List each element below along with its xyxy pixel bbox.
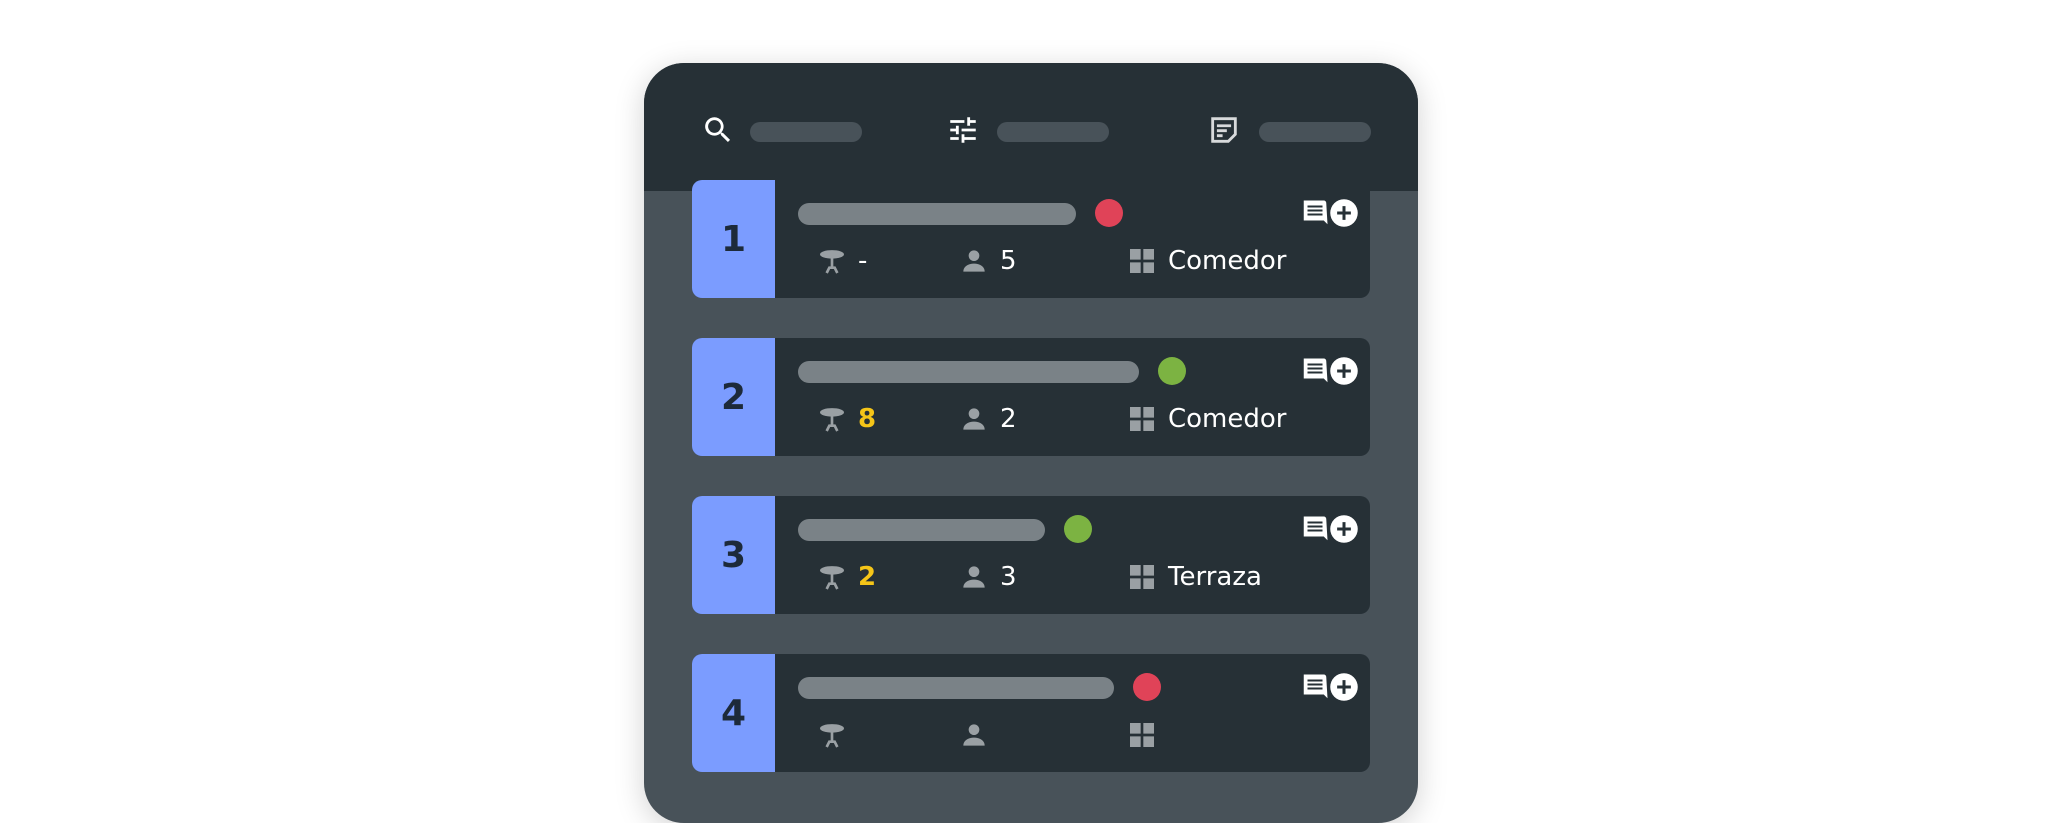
add-icon[interactable] xyxy=(1329,672,1359,702)
area-name: Terraza xyxy=(1168,562,1262,592)
table-number: - xyxy=(858,246,868,276)
person-icon xyxy=(963,566,985,588)
guests-info: 2 xyxy=(958,402,1017,436)
guests-info: 5 xyxy=(958,244,1017,278)
tune-icon[interactable] xyxy=(946,113,980,147)
guest-name-placeholder xyxy=(798,361,1139,383)
area-grid-icon xyxy=(1130,723,1154,747)
reservation-number: 4 xyxy=(692,654,775,772)
table-icon xyxy=(820,566,844,590)
search-placeholder[interactable] xyxy=(750,122,862,142)
area-info: Comedor xyxy=(1126,402,1287,436)
reservation-row[interactable]: 4 xyxy=(692,654,1370,772)
guest-count: 3 xyxy=(1000,562,1017,592)
area-grid-icon xyxy=(1130,249,1154,273)
area-info: Terraza xyxy=(1126,560,1262,594)
reservation-number: 3 xyxy=(692,496,775,614)
guests-info xyxy=(958,718,1000,752)
guest-count: 5 xyxy=(1000,246,1017,276)
comment-icon[interactable] xyxy=(1300,356,1330,386)
table-number: 2 xyxy=(858,562,877,592)
area-info: Comedor xyxy=(1126,244,1287,278)
reservation-number: 2 xyxy=(692,338,775,456)
add-icon[interactable] xyxy=(1329,514,1359,544)
reservation-number: 1 xyxy=(692,180,775,298)
status-dot xyxy=(1064,515,1092,543)
filter-placeholder[interactable] xyxy=(997,122,1109,142)
table-info: 2 xyxy=(816,560,876,594)
reservation-row[interactable]: 2 8 2 Comedor xyxy=(692,338,1370,456)
table-info: 8 xyxy=(816,402,876,436)
status-dot xyxy=(1158,357,1186,385)
area-name: Comedor xyxy=(1168,404,1287,434)
table-icon xyxy=(820,724,844,748)
table-icon xyxy=(820,408,844,432)
area-grid-icon xyxy=(1130,565,1154,589)
guest-count: 2 xyxy=(1000,404,1017,434)
person-icon xyxy=(963,724,985,746)
reservations-panel: 1 - 5 Comedor 2 8 2 xyxy=(644,63,1418,823)
reservation-row[interactable]: 1 - 5 Comedor xyxy=(692,180,1370,298)
person-icon xyxy=(963,408,985,430)
status-dot xyxy=(1095,199,1123,227)
area-name: Comedor xyxy=(1168,246,1287,276)
comment-icon[interactable] xyxy=(1300,514,1330,544)
table-number: 8 xyxy=(858,404,877,434)
person-icon xyxy=(963,250,985,272)
status-dot xyxy=(1133,673,1161,701)
notes-icon[interactable] xyxy=(1207,113,1241,147)
area-info xyxy=(1126,718,1168,752)
comment-icon[interactable] xyxy=(1300,672,1330,702)
search-icon[interactable] xyxy=(701,113,735,147)
add-icon[interactable] xyxy=(1329,356,1359,386)
guests-info: 3 xyxy=(958,560,1017,594)
area-grid-icon xyxy=(1130,407,1154,431)
guest-name-placeholder xyxy=(798,519,1045,541)
notes-placeholder[interactable] xyxy=(1259,122,1371,142)
add-icon[interactable] xyxy=(1329,198,1359,228)
table-info: - xyxy=(816,244,867,278)
reservation-row[interactable]: 3 2 3 Terraza xyxy=(692,496,1370,614)
table-info xyxy=(816,718,858,752)
toolbar xyxy=(644,63,1418,191)
guest-name-placeholder xyxy=(798,203,1076,225)
table-icon xyxy=(820,250,844,274)
comment-icon[interactable] xyxy=(1300,198,1330,228)
guest-name-placeholder xyxy=(798,677,1114,699)
